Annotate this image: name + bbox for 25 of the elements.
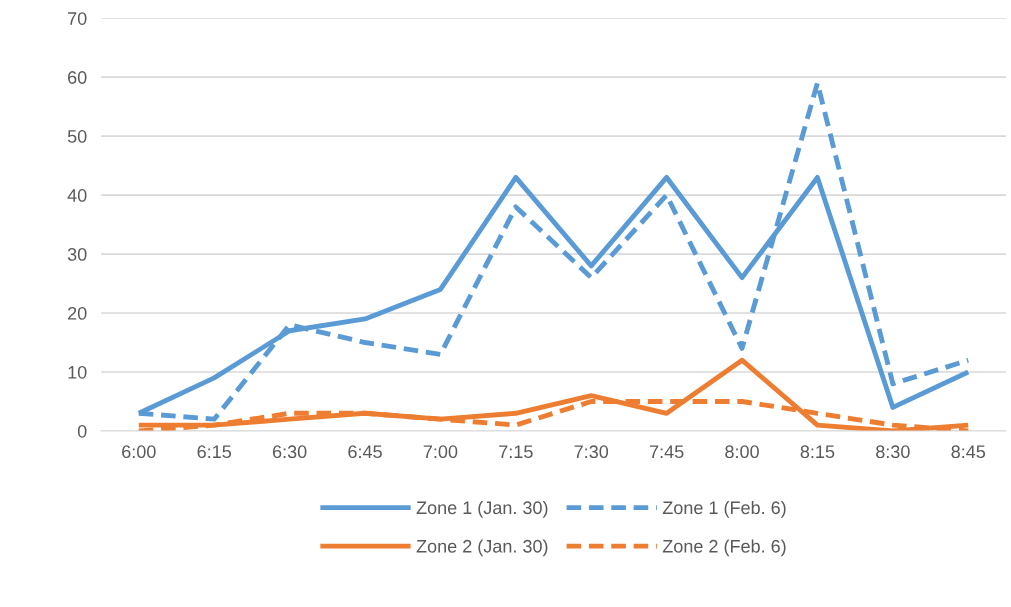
legend-label: Zone 1 (Jan. 30) — [416, 500, 548, 518]
y-tick-label: 20 — [68, 306, 87, 320]
legend-label: Zone 2 (Feb. 6) — [662, 539, 786, 557]
y-tick-label: 10 — [68, 365, 87, 379]
x-tick-label: 6:45 — [348, 445, 382, 459]
y-tick-label: 40 — [67, 189, 87, 202]
y-tick-label: 70 — [68, 12, 87, 25]
x-tick-label: 7:00 — [423, 445, 458, 459]
y-tick-label: 30 — [67, 248, 87, 261]
x-tick-label: 6:00 — [122, 445, 156, 459]
x-tick-label: 8:00 — [725, 445, 759, 459]
x-tick-label: 7:30 — [574, 445, 609, 459]
x-tick-label: 8:15 — [800, 445, 835, 459]
y-tick-label: 50 — [67, 130, 87, 143]
x-tick-label: 7:45 — [649, 445, 684, 459]
legend-label: Zone 2 (Jan. 30) — [416, 539, 548, 557]
x-tick-label: 6:15 — [197, 445, 232, 459]
x-tick-label: 8:30 — [876, 445, 910, 459]
x-tick-label: 6:30 — [272, 445, 307, 459]
y-tick-label: 60 — [68, 71, 87, 84]
x-tick-label: 8:45 — [951, 445, 986, 459]
line-series — [136, 357, 971, 431]
y-tick-label: 0 — [77, 424, 87, 438]
x-tick-label: 7:15 — [499, 445, 533, 459]
legend-label: Zone 1 (Feb. 6) — [662, 500, 786, 518]
